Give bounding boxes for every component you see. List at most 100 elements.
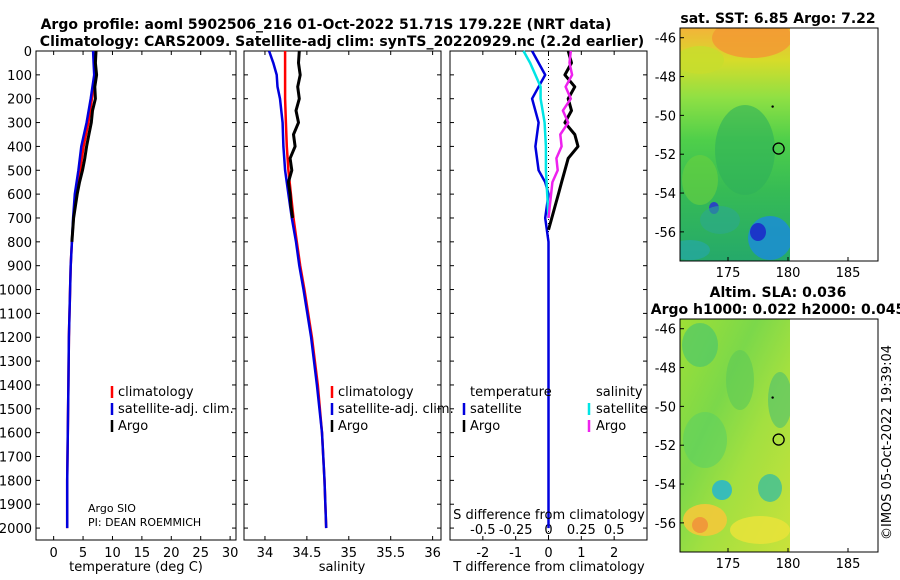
map-x-tick-label: 175 bbox=[716, 266, 741, 281]
x-tick-label: 35.5 bbox=[376, 546, 405, 561]
y-tick-label: 200 bbox=[7, 93, 32, 108]
x-tick-label: 25 bbox=[192, 546, 209, 561]
map-x-tick-label: 185 bbox=[836, 557, 861, 572]
x-tick-label: 10 bbox=[104, 546, 121, 561]
sla-high-patch bbox=[730, 516, 790, 544]
difference-top-xlabel: S difference from climatology bbox=[453, 508, 645, 523]
map-y-tick-label: -56 bbox=[655, 226, 676, 241]
y-tick-label: 0 bbox=[24, 45, 32, 60]
salinity-panel bbox=[243, 50, 442, 541]
x-tick-label: 1 bbox=[577, 546, 585, 561]
series-line-argo bbox=[70, 50, 99, 242]
y-tick-label: 1200 bbox=[0, 331, 32, 346]
sla-map-title-line1: Altim. SLA: 0.036 bbox=[710, 285, 847, 301]
legend-t-argo-label: Argo bbox=[470, 419, 500, 434]
sst-patch bbox=[715, 105, 775, 195]
x-tick-label: -2 bbox=[476, 546, 489, 561]
map-ticks-and-markers: 175 180 185 -46 -48 -50 -52 -54 -56 175 180 185 -46 -… bbox=[655, 32, 861, 572]
x-tick-label: 5 bbox=[79, 546, 87, 561]
y-tick-label: 1100 bbox=[0, 307, 32, 322]
top-x-tick-label: -0.5 bbox=[470, 523, 495, 538]
sst-patch bbox=[680, 46, 724, 74]
y-tick-label: 300 bbox=[7, 117, 32, 132]
top-x-tick-label: 0.25 bbox=[567, 523, 596, 538]
map-x-tick-label: 185 bbox=[836, 266, 861, 281]
y-tick-label: 500 bbox=[7, 164, 32, 179]
figure-title-line1: Argo profile: aoml 5902506_216 01-Oct-20… bbox=[41, 17, 612, 33]
sla-map-frame bbox=[679, 318, 879, 553]
map-y-tick-label: -52 bbox=[655, 148, 676, 163]
sla-patch bbox=[682, 323, 718, 367]
sla-heatmap bbox=[680, 319, 790, 552]
y-tick-label: 400 bbox=[7, 140, 32, 155]
profile-location-marker bbox=[772, 433, 785, 446]
argo-source-annotation: Argo SIO bbox=[88, 502, 136, 515]
x-tick-label: 35 bbox=[341, 546, 358, 561]
x-tick-label: 30 bbox=[222, 546, 239, 561]
salinity-xlabel: salinity bbox=[319, 560, 366, 575]
sst-cold-core bbox=[750, 223, 766, 241]
y-tick-label: 1600 bbox=[0, 427, 32, 442]
sst-patch bbox=[700, 206, 740, 234]
legend-satellite-label: satellite-adj. clim. bbox=[118, 402, 234, 417]
y-tick-label: 100 bbox=[7, 69, 32, 84]
profile-location-marker bbox=[772, 142, 785, 155]
salinity-legend: climatology satellite-adj. clim. Argo bbox=[330, 385, 454, 434]
sst-map-title: sat. SST: 6.85 Argo: 7.22 bbox=[680, 11, 875, 27]
figure-title-line2: Climatology: CARS2009. Satellite-adj cli… bbox=[40, 34, 644, 50]
map-y-tick-label: -48 bbox=[655, 362, 676, 377]
sla-patch bbox=[758, 474, 782, 502]
temperature-xlabel: temperature (deg C) bbox=[69, 560, 203, 575]
map-x-tick-label: 180 bbox=[776, 557, 801, 572]
difference-legend: temperature satellite Argo salinity sate… bbox=[462, 385, 648, 434]
temperature-panel bbox=[35, 50, 237, 541]
y-tick-label: 600 bbox=[7, 188, 32, 203]
x-tick-label: 0 bbox=[50, 546, 58, 561]
axis-ticks: 0 5 10 15 20 25 300100200300400500600700800900… bbox=[0, 45, 647, 561]
y-tick-label: 1500 bbox=[0, 403, 32, 418]
legend-climatology-label: climatology bbox=[118, 385, 194, 400]
top-x-tick-label: 0 bbox=[544, 523, 552, 538]
sst-patch bbox=[682, 155, 718, 205]
sst-patch bbox=[680, 240, 710, 260]
legend-salinity-title: salinity bbox=[596, 385, 643, 400]
map-y-tick-label: -56 bbox=[655, 517, 676, 532]
sla-high-core bbox=[692, 517, 708, 533]
y-tick-label: 900 bbox=[7, 260, 32, 275]
map-y-tick-label: -48 bbox=[655, 71, 676, 86]
x-tick-label: 15 bbox=[134, 546, 151, 561]
map-y-tick-label: -54 bbox=[655, 478, 676, 493]
previous-location-marker bbox=[771, 396, 774, 399]
pi-annotation: PI: DEAN ROEMMICH bbox=[88, 516, 201, 529]
sla-map-title-line2: Argo h1000: 0.022 h2000: 0.045 bbox=[651, 302, 900, 318]
map-y-tick-label: -46 bbox=[655, 323, 676, 338]
y-tick-label: 700 bbox=[7, 212, 32, 227]
sla-patch bbox=[683, 412, 727, 468]
series-line-s-satellite bbox=[522, 50, 550, 219]
map-x-tick-label: 180 bbox=[776, 266, 801, 281]
map-y-tick-label: -50 bbox=[655, 400, 676, 415]
map-y-tick-label: -46 bbox=[655, 32, 676, 47]
sst-warm-patch bbox=[712, 28, 790, 58]
legend-satellite-label: satellite-adj. clim. bbox=[338, 402, 454, 417]
y-tick-label: 1400 bbox=[0, 379, 32, 394]
map-y-tick-label: -54 bbox=[655, 187, 676, 202]
x-tick-label: 34.5 bbox=[292, 546, 321, 561]
map-y-tick-label: -52 bbox=[655, 439, 676, 454]
y-tick-label: 1700 bbox=[0, 451, 32, 466]
sst-heatmap bbox=[680, 28, 790, 261]
y-tick-label: 1900 bbox=[0, 498, 32, 513]
series-line-argo bbox=[286, 50, 302, 219]
y-tick-label: 800 bbox=[7, 236, 32, 251]
y-tick-label: 1300 bbox=[0, 355, 32, 370]
difference-xlabel: T difference from climatology bbox=[452, 560, 645, 575]
y-tick-label: 2000 bbox=[0, 522, 32, 537]
x-tick-label: 36 bbox=[424, 546, 441, 561]
legend-argo-label: Argo bbox=[338, 419, 368, 434]
legend-s-satellite-label: satellite bbox=[596, 402, 648, 417]
series-line-s-argo bbox=[547, 50, 574, 219]
sst-map-frame bbox=[679, 27, 879, 262]
top-x-tick-label: 0.5 bbox=[604, 523, 625, 538]
legend-temperature-title: temperature bbox=[470, 385, 552, 400]
